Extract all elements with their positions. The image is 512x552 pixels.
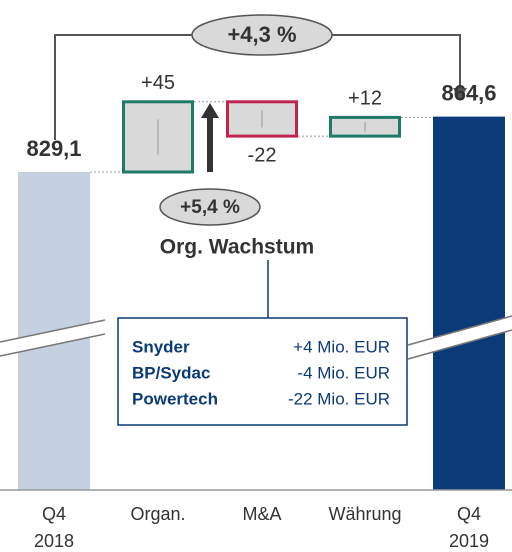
detail-name: Powertech: [132, 389, 218, 408]
x-tick-label: Währung: [328, 504, 401, 524]
total-change: +4,3 %: [227, 22, 296, 47]
detail-value: -22 Mio. EUR: [288, 389, 390, 408]
detail-value: -4 Mio. EUR: [297, 363, 390, 382]
arrow-head: [453, 88, 467, 100]
value-label: +45: [141, 72, 175, 94]
arrow-head: [201, 103, 219, 118]
bar: [433, 116, 505, 491]
x-tick-line: 2019: [449, 531, 489, 551]
axis-break: [0, 319, 106, 343]
x-tick-label: M&A: [242, 504, 281, 524]
axis-break: [0, 333, 106, 357]
badge: [191, 14, 333, 56]
badge: [159, 188, 261, 226]
detail-name: Snyder: [132, 337, 190, 356]
x-tick-line: 2018: [34, 531, 74, 551]
x-tick-line: Q4: [42, 504, 66, 524]
detail-box: [117, 317, 408, 426]
value-label: 864,6: [441, 80, 496, 105]
value-label: +12: [348, 88, 382, 110]
axis-break: [0, 320, 105, 356]
organic-change: +5,4 %: [180, 197, 240, 218]
axis-break: [407, 315, 512, 346]
axis-break: [408, 316, 512, 359]
x-tick-line: Q4: [457, 504, 481, 524]
value-label: -22: [248, 144, 277, 166]
x-tick-label: Q4 2019: [449, 504, 489, 551]
x-tick-label: Q4 2018: [34, 504, 74, 551]
axis-break: [407, 329, 512, 360]
value-label: 829,1: [26, 136, 81, 161]
detail-name: BP/Sydac: [132, 363, 210, 382]
organic-label: Org. Wachstum: [160, 236, 314, 259]
detail-value: +4 Mio. EUR: [293, 337, 390, 356]
x-tick-label: Organ.: [130, 504, 185, 524]
